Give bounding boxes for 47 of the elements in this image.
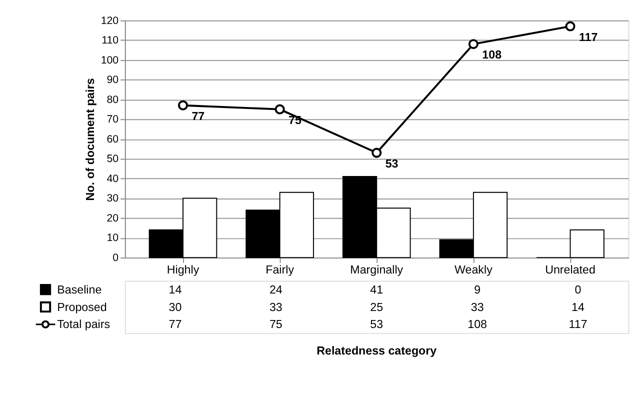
legend-label: Baseline	[57, 283, 102, 296]
y-tick-label: 30	[106, 192, 119, 205]
point	[178, 100, 188, 110]
y-tick-label: 10	[106, 232, 119, 244]
point	[565, 21, 576, 32]
x-tick-label: Unrelated	[545, 264, 596, 277]
data-label: 25	[370, 300, 384, 314]
y-tick-label: 40	[106, 172, 119, 185]
text: Relatedness category	[316, 344, 438, 358]
x-tick-label: Weakly	[454, 264, 493, 277]
y-tick-label: 80	[106, 94, 119, 106]
data-label: 77	[168, 318, 182, 332]
data-label: 53	[370, 318, 384, 332]
data-label: 41	[370, 283, 384, 296]
data-label: 33	[470, 300, 484, 314]
point	[372, 148, 382, 158]
data-label: 24	[269, 283, 283, 296]
data-label: 117	[568, 318, 588, 332]
legend-label: Total pairs	[57, 318, 110, 332]
data-label: 9	[474, 283, 481, 296]
data-label: 0	[574, 283, 582, 296]
y-tick-label: 50	[106, 153, 119, 166]
x-tick-label: Marginally	[350, 264, 404, 277]
data-label: 75	[269, 318, 282, 332]
x-tick-label: Fairly	[266, 264, 294, 277]
y-axis-title: No. of document pairs	[84, 78, 98, 201]
y-tick-label: 60	[106, 133, 119, 146]
y-tick-label: 0	[112, 252, 119, 264]
y-tick-label: 20	[106, 212, 119, 224]
y-tick-label: 110	[102, 34, 119, 47]
data-label: 108	[468, 318, 487, 332]
data-label: 30	[168, 300, 182, 314]
data-label: 14	[168, 283, 182, 296]
point	[274, 104, 285, 114]
y-tick-label: 90	[106, 74, 119, 86]
text: 77	[192, 110, 205, 123]
y-tick-label: 100	[100, 54, 119, 66]
legend-label: Proposed	[57, 300, 107, 314]
text: 53	[385, 157, 398, 170]
data-label: 14	[572, 300, 585, 314]
x-tick-label: Highly	[166, 264, 200, 277]
data-label: 33	[269, 300, 282, 314]
text: 117	[578, 30, 598, 44]
point	[468, 39, 478, 50]
y-tick-label: 120	[100, 14, 119, 27]
y-tick-label: 70	[106, 114, 119, 126]
text: 108	[482, 48, 502, 62]
